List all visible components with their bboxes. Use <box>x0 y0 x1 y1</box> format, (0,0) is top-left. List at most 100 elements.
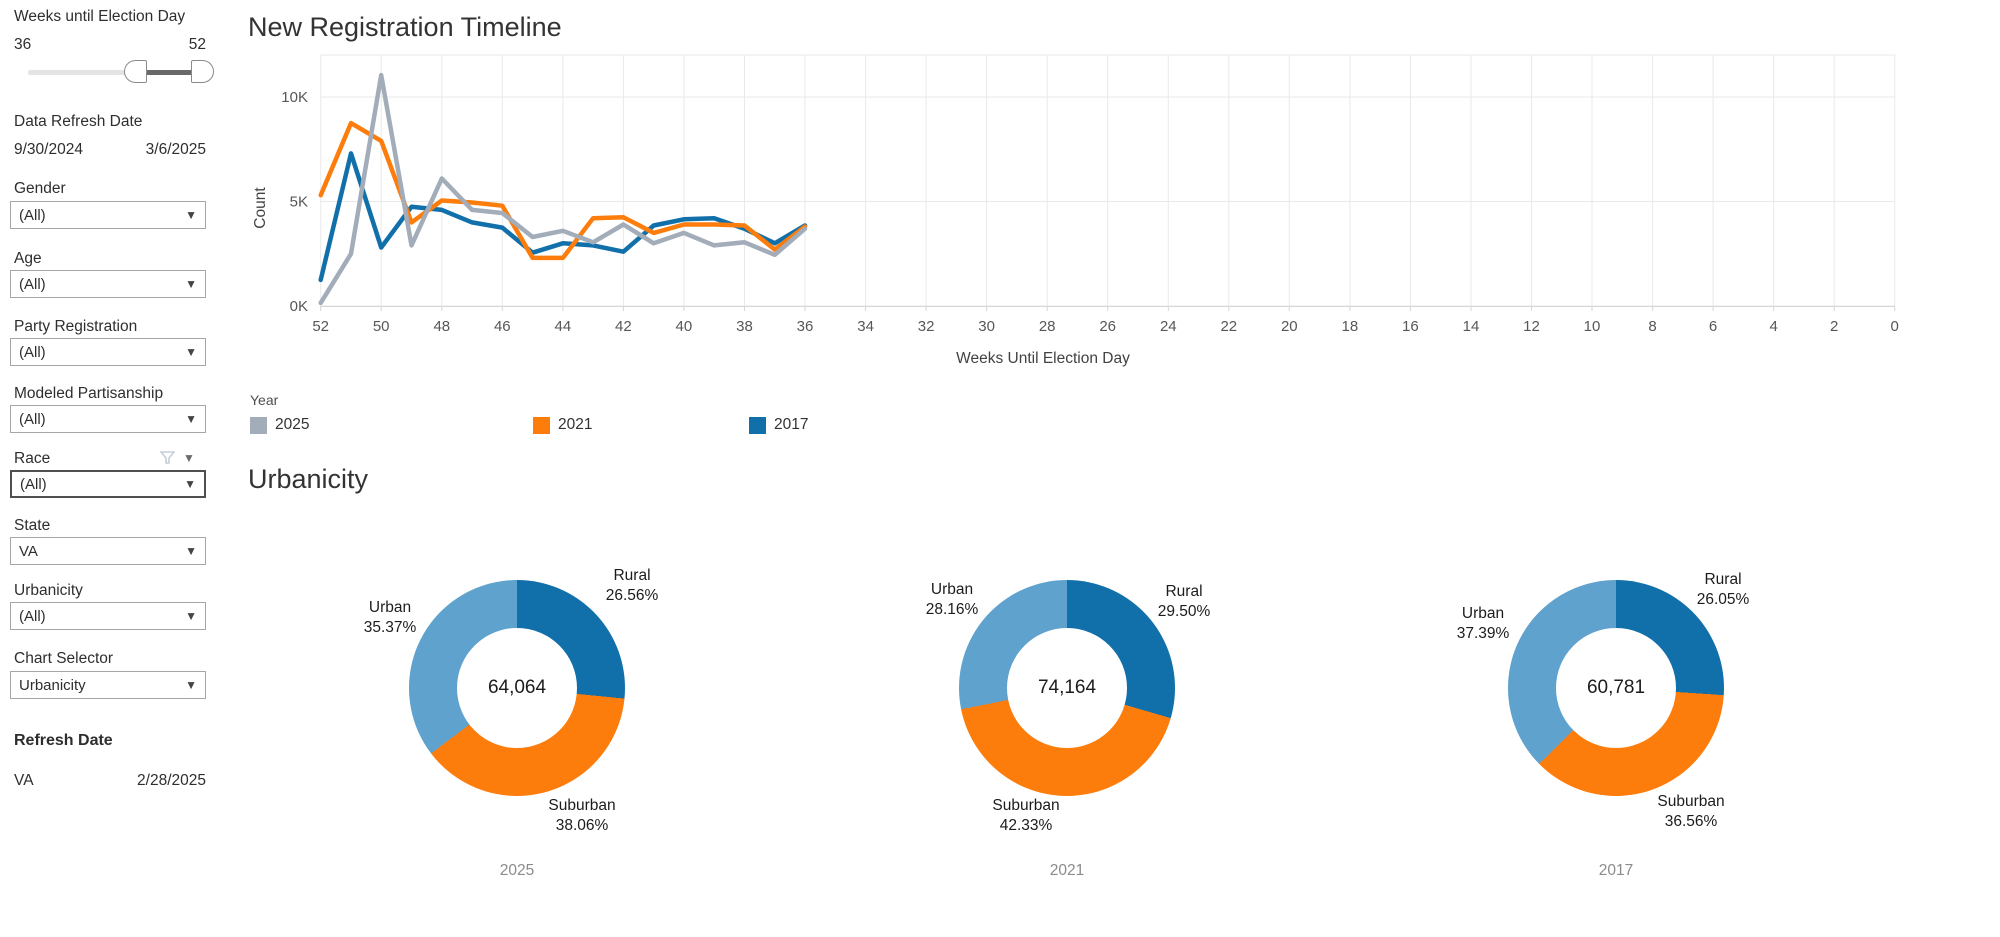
donut-hole: 60,781 <box>1556 628 1676 748</box>
refresh-date-row: VA 2/28/2025 <box>14 772 206 790</box>
urbanicity-donut-2017: 60,781 Rural 26.05% Urban 37.39% Suburba… <box>1457 571 1750 879</box>
slice-name: Rural <box>613 567 651 584</box>
legend-swatch-2025[interactable] <box>250 416 267 434</box>
slice-label-urban: Urban 28.16% <box>889 580 1015 620</box>
dropdown-value: VA <box>19 542 38 560</box>
donut-caption: 2017 <box>1598 862 1634 879</box>
slice-pct: 26.56% <box>605 586 659 604</box>
filter-dropdown-urbanicity[interactable]: (All) ▼ <box>10 602 206 630</box>
svg-text:50: 50 <box>373 318 390 335</box>
chevron-down-icon[interactable]: ▼ <box>183 450 195 465</box>
chevron-down-icon: ▼ <box>185 678 197 692</box>
svg-text:18: 18 <box>1342 318 1359 335</box>
svg-text:48: 48 <box>433 318 450 335</box>
svg-text:Count: Count <box>252 187 269 229</box>
slice-pct: 36.56% <box>1664 812 1718 830</box>
dropdown-value: Urbanicity <box>19 676 86 694</box>
slider-handle-min[interactable] <box>124 60 147 83</box>
weeks-range-slider <box>10 58 214 86</box>
svg-text:5K: 5K <box>290 194 308 211</box>
filter-dropdown-race[interactable]: (All) ▼ <box>10 470 206 498</box>
race-filter-hover-controls: ▼ <box>160 450 206 465</box>
slider-track[interactable] <box>28 70 136 75</box>
slice-pct: 37.39% <box>1456 624 1510 642</box>
slice-label-suburban: Suburban 38.06% <box>517 796 647 836</box>
filter-dropdown-gender[interactable]: (All) ▼ <box>10 201 206 229</box>
timeline-line-chart[interactable]: 52 50 48 46 44 42 40 38 36 34 32 30 28 26 24 22 20 18 16 14… <box>250 50 1950 385</box>
legend-item-2025[interactable]: 2025 <box>250 416 309 434</box>
filter-dropdown-state[interactable]: VA ▼ <box>10 537 206 565</box>
filter-funnel-icon[interactable] <box>160 450 175 465</box>
slider-value-row: 36 52 <box>14 36 206 54</box>
chevron-down-icon: ▼ <box>185 609 197 623</box>
donut-hole: 74,164 <box>1007 628 1127 748</box>
svg-text:36: 36 <box>797 318 814 335</box>
legend-swatch-2017[interactable] <box>749 416 766 434</box>
svg-text:8: 8 <box>1648 318 1656 335</box>
filter-dropdown-age[interactable]: (All) ▼ <box>10 270 206 298</box>
chevron-down-icon: ▼ <box>185 412 197 426</box>
slice-pct: 42.33% <box>999 816 1053 834</box>
filter-dropdown-chart-selector[interactable]: Urbanicity ▼ <box>10 671 206 699</box>
svg-text:14: 14 <box>1463 318 1480 335</box>
refresh-date-state: VA <box>14 772 34 789</box>
slice-name: Urban <box>368 599 412 616</box>
svg-text:42: 42 <box>615 318 632 335</box>
chevron-down-icon: ▼ <box>184 477 196 491</box>
slider-selected-range[interactable] <box>134 70 204 75</box>
svg-text:34: 34 <box>857 318 874 335</box>
filter-dropdown-party-registration[interactable]: (All) ▼ <box>10 338 206 366</box>
slider-handle-max[interactable] <box>191 60 214 83</box>
svg-text:10: 10 <box>1584 318 1601 335</box>
data-refresh-start: 9/30/2024 <box>14 141 83 158</box>
donut-total: 74,164 <box>1037 677 1097 698</box>
svg-text:12: 12 <box>1523 318 1540 335</box>
svg-text:24: 24 <box>1160 318 1177 335</box>
slider-filter-label: Weeks until Election Day <box>14 8 186 25</box>
legend-label: 2021 <box>558 416 593 433</box>
slice-label-urban: Urban 35.37% <box>327 598 453 638</box>
svg-text:16: 16 <box>1402 318 1419 335</box>
dropdown-value: (All) <box>19 343 46 361</box>
dropdown-value: (All) <box>19 607 46 625</box>
svg-text:0: 0 <box>1891 318 1899 335</box>
filter-sidebar: Weeks until Election Day 36 52 Data Refr… <box>0 0 215 937</box>
urbanicity-donut-2021: 74,164 Rural 29.50% Urban 28.16% Suburba… <box>926 580 1210 879</box>
data-refresh-range: 9/30/2024 3/6/2025 <box>14 141 206 159</box>
data-refresh-label: Data Refresh Date <box>14 113 143 130</box>
svg-text:30: 30 <box>978 318 995 335</box>
filter-label-age: Age <box>14 250 42 267</box>
legend-swatch-2021[interactable] <box>533 416 550 434</box>
chevron-down-icon: ▼ <box>185 277 197 291</box>
slice-name: Urban <box>930 581 974 598</box>
refresh-date-value: 2/28/2025 <box>137 772 206 789</box>
slice-label-rural: Rural 26.56% <box>567 566 697 606</box>
filter-label-modeled-partisanship: Modeled Partisanship <box>14 385 164 402</box>
slice-label-urban: Urban 37.39% <box>1420 604 1546 644</box>
svg-text:20: 20 <box>1281 318 1298 335</box>
donut-total: 64,064 <box>487 677 547 698</box>
slice-label-suburban: Suburban 36.56% <box>1626 792 1756 832</box>
legend-label: 2017 <box>774 416 809 433</box>
svg-text:28: 28 <box>1039 318 1056 335</box>
svg-text:0K: 0K <box>290 298 308 315</box>
svg-text:6: 6 <box>1709 318 1717 335</box>
donut-caption: 2021 <box>1049 862 1085 879</box>
filter-dropdown-modeled-partisanship[interactable]: (All) ▼ <box>10 405 206 433</box>
svg-text:10K: 10K <box>281 89 308 106</box>
legend-item-2017[interactable]: 2017 <box>749 416 808 434</box>
refresh-date-heading: Refresh Date <box>14 732 113 749</box>
legend-item-2021[interactable]: 2021 <box>533 416 592 434</box>
slice-name: Suburban <box>992 797 1060 814</box>
filter-label-gender: Gender <box>14 180 66 197</box>
svg-text:4: 4 <box>1770 318 1778 335</box>
dropdown-value: (All) <box>19 206 46 224</box>
svg-text:44: 44 <box>555 318 572 335</box>
slice-label-rural: Rural 29.50% <box>1119 582 1249 622</box>
slice-pct: 26.05% <box>1696 590 1750 608</box>
slice-pct: 28.16% <box>925 600 979 618</box>
donut-total: 60,781 <box>1586 677 1646 698</box>
slice-pct: 38.06% <box>555 816 609 834</box>
svg-text:52: 52 <box>312 318 329 335</box>
